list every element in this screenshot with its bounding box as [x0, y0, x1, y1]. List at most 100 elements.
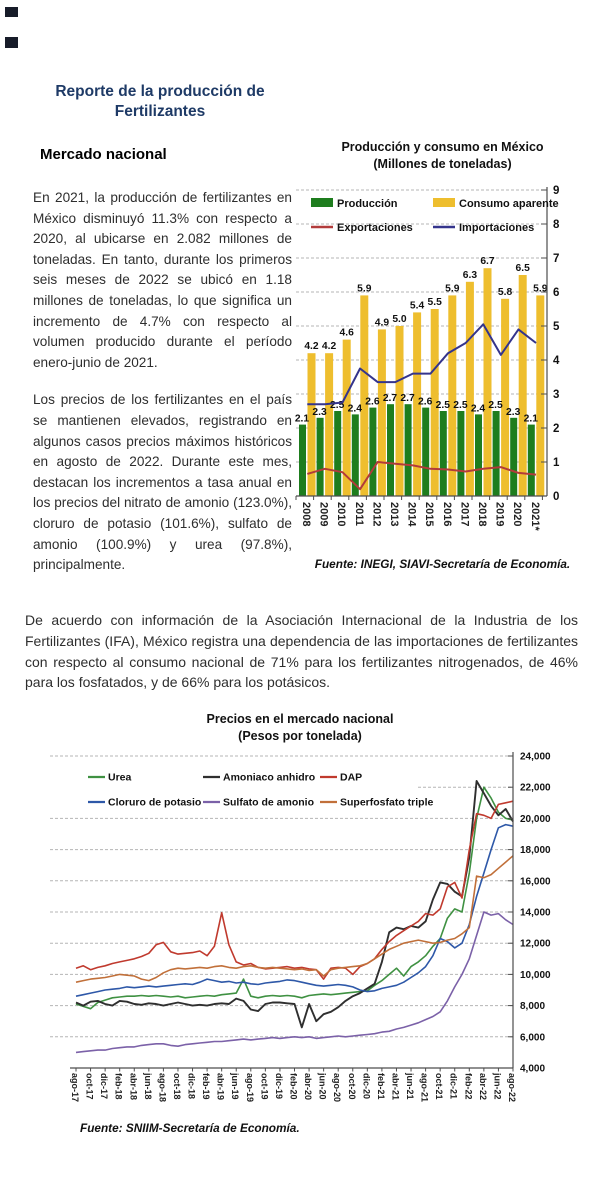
bar-produccion [492, 411, 500, 496]
report-title-line1: Reporte de la producción de [55, 83, 265, 100]
svg-text:2.5: 2.5 [453, 400, 468, 411]
svg-text:feb-20: feb-20 [288, 1073, 298, 1100]
bar-produccion [510, 417, 518, 496]
svg-text:5.8: 5.8 [498, 287, 513, 298]
svg-text:0: 0 [553, 491, 559, 503]
svg-text:jun-22: jun-22 [492, 1072, 502, 1100]
svg-text:2.5: 2.5 [330, 400, 345, 411]
svg-text:abr-22: abr-22 [478, 1073, 488, 1100]
svg-text:2.5: 2.5 [488, 400, 503, 411]
svg-text:2015: 2015 [423, 502, 435, 526]
svg-text:ago-17: ago-17 [70, 1073, 80, 1102]
svg-text:1: 1 [553, 457, 560, 469]
svg-text:2017: 2017 [458, 502, 470, 526]
svg-text:feb-21: feb-21 [376, 1073, 386, 1100]
bar-consumo [413, 312, 422, 496]
svg-text:dic-21: dic-21 [449, 1073, 459, 1099]
bar-consumo [395, 326, 404, 496]
svg-text:16,000: 16,000 [520, 876, 551, 887]
svg-text:oct-17: oct-17 [85, 1073, 95, 1100]
bar-produccion [299, 424, 306, 496]
svg-text:abr-20: abr-20 [303, 1073, 313, 1100]
bar-produccion [334, 411, 342, 496]
svg-text:oct-19: oct-19 [259, 1073, 269, 1100]
bar-consumo [501, 298, 510, 496]
svg-text:10,000: 10,000 [520, 970, 551, 981]
x-axis-labels: 2008 2009 2010 2011 2012 2013 2014 2015 2016 2017… [300, 502, 541, 531]
bar-produccion [351, 414, 359, 496]
bar-produccion [422, 407, 430, 496]
svg-text:2.4: 2.4 [348, 403, 363, 414]
svg-text:jun-19: jun-19 [230, 1072, 240, 1100]
svg-text:3: 3 [553, 389, 559, 401]
bar-produccion [404, 404, 412, 496]
svg-text:feb-18: feb-18 [114, 1073, 124, 1100]
svg-text:ago-19: ago-19 [245, 1073, 255, 1102]
svg-text:5.5: 5.5 [428, 297, 443, 308]
svg-text:2010: 2010 [335, 502, 347, 526]
bar-produccion [527, 424, 535, 496]
svg-text:2021*: 2021* [529, 502, 541, 531]
bar-consumo [448, 295, 457, 496]
bar-produccion [457, 411, 465, 496]
svg-text:2012: 2012 [370, 502, 382, 526]
svg-text:5.9: 5.9 [445, 283, 460, 294]
report-title: Reporte de la producción de Fertilizante… [40, 82, 280, 122]
svg-text:5.0: 5.0 [392, 314, 407, 325]
svg-text:5.9: 5.9 [357, 283, 372, 294]
chart1-subtitle-line: (Millones de toneladas) [373, 156, 512, 171]
legend: Urea Amoniaco anhidro DAP Cloruro de potasi… [88, 772, 434, 809]
svg-text:2.7: 2.7 [400, 393, 415, 404]
svg-text:4: 4 [553, 355, 560, 367]
line-series [306, 323, 537, 491]
svg-text:6: 6 [553, 287, 559, 299]
svg-text:4.2: 4.2 [322, 341, 337, 352]
svg-text:Urea: Urea [108, 772, 132, 784]
svg-text:Cloruro de potasio: Cloruro de potasio [108, 797, 201, 809]
svg-text:feb-19: feb-19 [201, 1073, 211, 1100]
bar-consumo [377, 329, 386, 496]
svg-text:4.6: 4.6 [340, 328, 355, 339]
bar-produccion [316, 417, 324, 496]
svg-text:2.7: 2.7 [383, 393, 398, 404]
svg-text:5: 5 [553, 321, 560, 333]
svg-text:2014: 2014 [406, 502, 418, 527]
svg-text:ago-18: ago-18 [157, 1073, 167, 1102]
chart1-source: Fuente: INEGI, SIAVI-Secretaría de Econo… [314, 557, 571, 571]
svg-text:Consumo aparente: Consumo aparente [459, 198, 559, 210]
svg-text:DAP: DAP [340, 772, 362, 784]
bar-produccion [387, 404, 394, 496]
chart2-title-line: Precios en el mercado nacional [206, 712, 394, 726]
svg-text:8,000: 8,000 [520, 1001, 545, 1012]
bar-produccion [475, 414, 482, 496]
svg-text:2: 2 [553, 423, 559, 435]
svg-text:2.1: 2.1 [295, 414, 310, 425]
line-series [75, 780, 514, 1054]
chart1-title: Producción y consumo en México (Millones… [295, 139, 590, 172]
section-heading: Mercado nacional [40, 146, 167, 163]
svg-text:24,000: 24,000 [520, 752, 551, 763]
svg-text:Amoniaco anhidro: Amoniaco anhidro [223, 772, 315, 784]
legend: Producción Consumo aparente Exportaciones I… [311, 198, 559, 234]
svg-text:dic-19: dic-19 [274, 1073, 284, 1099]
bar-consumo [483, 268, 492, 496]
paragraph-production: En 2021, la producción de fertilizantes … [33, 190, 292, 370]
svg-text:12,000: 12,000 [520, 939, 551, 950]
svg-text:abr-18: abr-18 [128, 1073, 138, 1100]
bar-consumo [430, 309, 439, 496]
line-Exportaciones [306, 461, 537, 491]
line-Sulfato de amonio [75, 911, 514, 1054]
line-Amoniaco anhidro [75, 780, 514, 1029]
svg-text:Exportaciones: Exportaciones [337, 222, 413, 234]
svg-text:2.4: 2.4 [471, 403, 486, 414]
svg-text:jun-18: jun-18 [143, 1072, 153, 1100]
svg-text:5.9: 5.9 [533, 283, 548, 294]
chart2-source: Fuente: SNIIM-Secretaría de Economía. [80, 1121, 300, 1135]
bar-consumo [360, 295, 369, 496]
svg-text:2016: 2016 [441, 502, 453, 526]
bar-series [299, 268, 545, 496]
svg-text:6.3: 6.3 [463, 270, 478, 281]
bar-value-labels: 2.1 4.2 2.3 4.2 2.5 4.6 2.4 5.9 2.6 4.9 2.7 5.0 2.7 5… [295, 256, 548, 424]
svg-text:8: 8 [553, 219, 560, 231]
svg-text:abr-19: abr-19 [216, 1073, 226, 1100]
